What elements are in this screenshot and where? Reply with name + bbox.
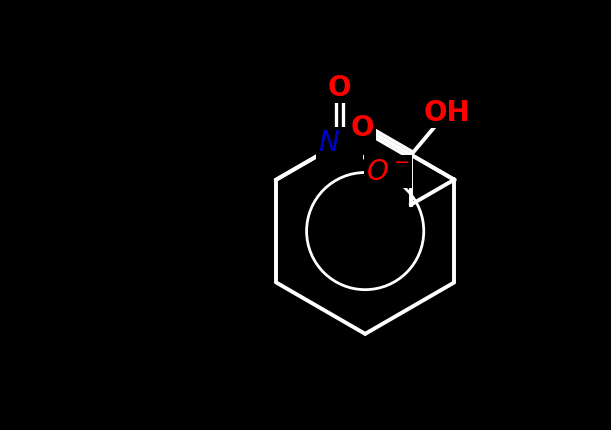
Text: OH: OH — [424, 98, 470, 126]
Text: $N^+$: $N^+$ — [318, 130, 361, 158]
Text: O: O — [327, 74, 351, 101]
Text: O: O — [351, 114, 374, 141]
Text: $O^-$: $O^-$ — [366, 158, 410, 186]
